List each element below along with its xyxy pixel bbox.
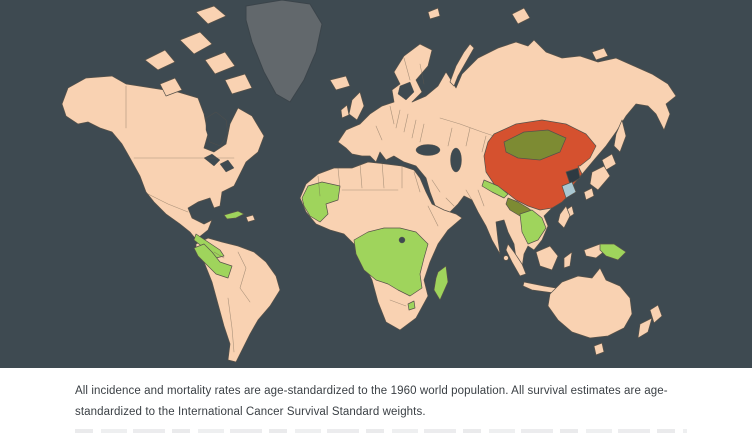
country-new-zealand-north[interactable] bbox=[649, 304, 663, 324]
hudson-bay bbox=[205, 111, 229, 147]
country-tasmania[interactable] bbox=[593, 342, 605, 356]
country-iceland[interactable] bbox=[329, 75, 351, 91]
world-map[interactable] bbox=[0, 0, 752, 368]
country-sumatra[interactable] bbox=[505, 243, 527, 277]
country-eswatini[interactable] bbox=[407, 300, 416, 311]
black-sea bbox=[415, 144, 441, 156]
country-australia[interactable] bbox=[547, 267, 633, 339]
countries bbox=[61, 0, 677, 363]
caption-area: All incidence and mortality rates are ag… bbox=[0, 368, 752, 440]
country-new-zealand-south[interactable] bbox=[637, 317, 653, 339]
region-central-america[interactable] bbox=[193, 233, 225, 259]
country-cuba[interactable] bbox=[223, 210, 245, 220]
country-japan-honshu[interactable] bbox=[589, 165, 611, 191]
baltic-sea bbox=[397, 81, 415, 101]
country-nepal[interactable] bbox=[481, 179, 509, 199]
country-united-kingdom[interactable] bbox=[348, 91, 365, 121]
country-north-korea[interactable] bbox=[565, 167, 581, 185]
caspian-sea bbox=[450, 147, 462, 173]
country-philippines[interactable] bbox=[557, 205, 571, 229]
caption-text: All incidence and mortality rates are ag… bbox=[75, 385, 668, 418]
country-arctic-island-1[interactable] bbox=[144, 49, 176, 71]
country-ireland[interactable] bbox=[340, 104, 350, 119]
country-greenland[interactable] bbox=[245, 0, 323, 103]
country-mongolia[interactable] bbox=[503, 129, 567, 161]
country-severnaya-zemlya[interactable] bbox=[511, 7, 531, 25]
country-arctic-island-4[interactable] bbox=[224, 73, 253, 95]
country-indochina[interactable] bbox=[519, 209, 547, 245]
country-madagascar[interactable] bbox=[433, 265, 449, 301]
world-map-panel[interactable] bbox=[0, 0, 752, 368]
country-sakhalin[interactable] bbox=[613, 119, 627, 153]
region-ecuador-peru-bolivia[interactable] bbox=[193, 243, 233, 279]
country-japan-kyushu[interactable] bbox=[583, 187, 595, 201]
region-west-africa-green[interactable] bbox=[301, 181, 341, 223]
country-arctic-island-5[interactable] bbox=[159, 77, 183, 97]
country-arctic-island-6[interactable] bbox=[195, 5, 227, 25]
country-svalbard[interactable] bbox=[427, 7, 441, 20]
inland-seas bbox=[203, 81, 462, 244]
country-south-korea[interactable] bbox=[561, 181, 577, 199]
lake-victoria bbox=[398, 236, 406, 244]
country-sri-lanka[interactable] bbox=[503, 255, 509, 261]
country-arctic-island-2[interactable] bbox=[179, 31, 213, 55]
country-arctic-island-ne[interactable] bbox=[591, 47, 609, 61]
clipped-text-line bbox=[75, 429, 687, 433]
country-arctic-island-3[interactable] bbox=[204, 51, 236, 75]
country-novaya-zemlya[interactable] bbox=[449, 43, 475, 87]
country-papua-new-guinea[interactable] bbox=[599, 243, 627, 261]
country-hispaniola[interactable] bbox=[245, 214, 256, 223]
country-sulawesi[interactable] bbox=[563, 251, 573, 269]
great-lake-east bbox=[219, 159, 235, 173]
great-lake-west bbox=[203, 153, 221, 167]
country-borders bbox=[125, 57, 495, 353]
region-central-southern-africa-green[interactable] bbox=[353, 227, 429, 297]
country-borneo[interactable] bbox=[535, 245, 559, 271]
